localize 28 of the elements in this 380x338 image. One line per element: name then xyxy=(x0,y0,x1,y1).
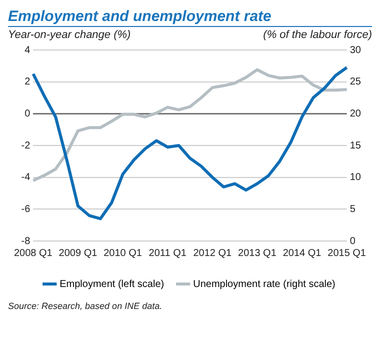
y-tick-label: 4 xyxy=(24,44,31,56)
legend-label: Employment (left scale) xyxy=(60,278,164,290)
x-tick-label: 2011 Q1 xyxy=(148,248,187,259)
chart-title: Employment and unemployment rate xyxy=(8,8,372,27)
x-tick-label: 2009 Q1 xyxy=(58,248,98,259)
source-note: Source: Research, based on INE data. xyxy=(8,301,164,311)
y2-axis-title: (% of the labour force) xyxy=(263,29,372,41)
y-tick-label: 0 xyxy=(24,108,31,120)
x-tick-label: 2012 Q1 xyxy=(193,248,232,259)
y-tick-label: -6 xyxy=(21,204,31,215)
y-axis-title: Year-on-year change (%) xyxy=(8,29,131,41)
y2-tick-label: 0 xyxy=(350,236,356,247)
y2-tick-label: 5 xyxy=(350,204,356,215)
y2-tick-label: 25 xyxy=(350,76,362,88)
y2-tick-label: 15 xyxy=(350,140,362,152)
y2-tick-label: 30 xyxy=(350,44,362,56)
y-tick-label: -2 xyxy=(21,140,31,152)
legend-label: Unemployment rate (right scale) xyxy=(193,278,336,290)
x-tick-label: 2013 Q1 xyxy=(238,248,277,259)
x-tick-label: 2014 Q1 xyxy=(282,248,322,259)
y-tick-label: -8 xyxy=(21,236,31,247)
x-tick-label: 2008 Q1 xyxy=(14,248,53,259)
y-tick-label: -4 xyxy=(21,172,31,184)
y2-tick-label: 20 xyxy=(350,108,362,120)
y-tick-label: 2 xyxy=(24,76,31,88)
x-tick-label: 2010 Q1 xyxy=(104,248,142,259)
x-tick-label: 2015 Q1 xyxy=(328,248,366,259)
y2-tick-label: 10 xyxy=(350,172,362,184)
